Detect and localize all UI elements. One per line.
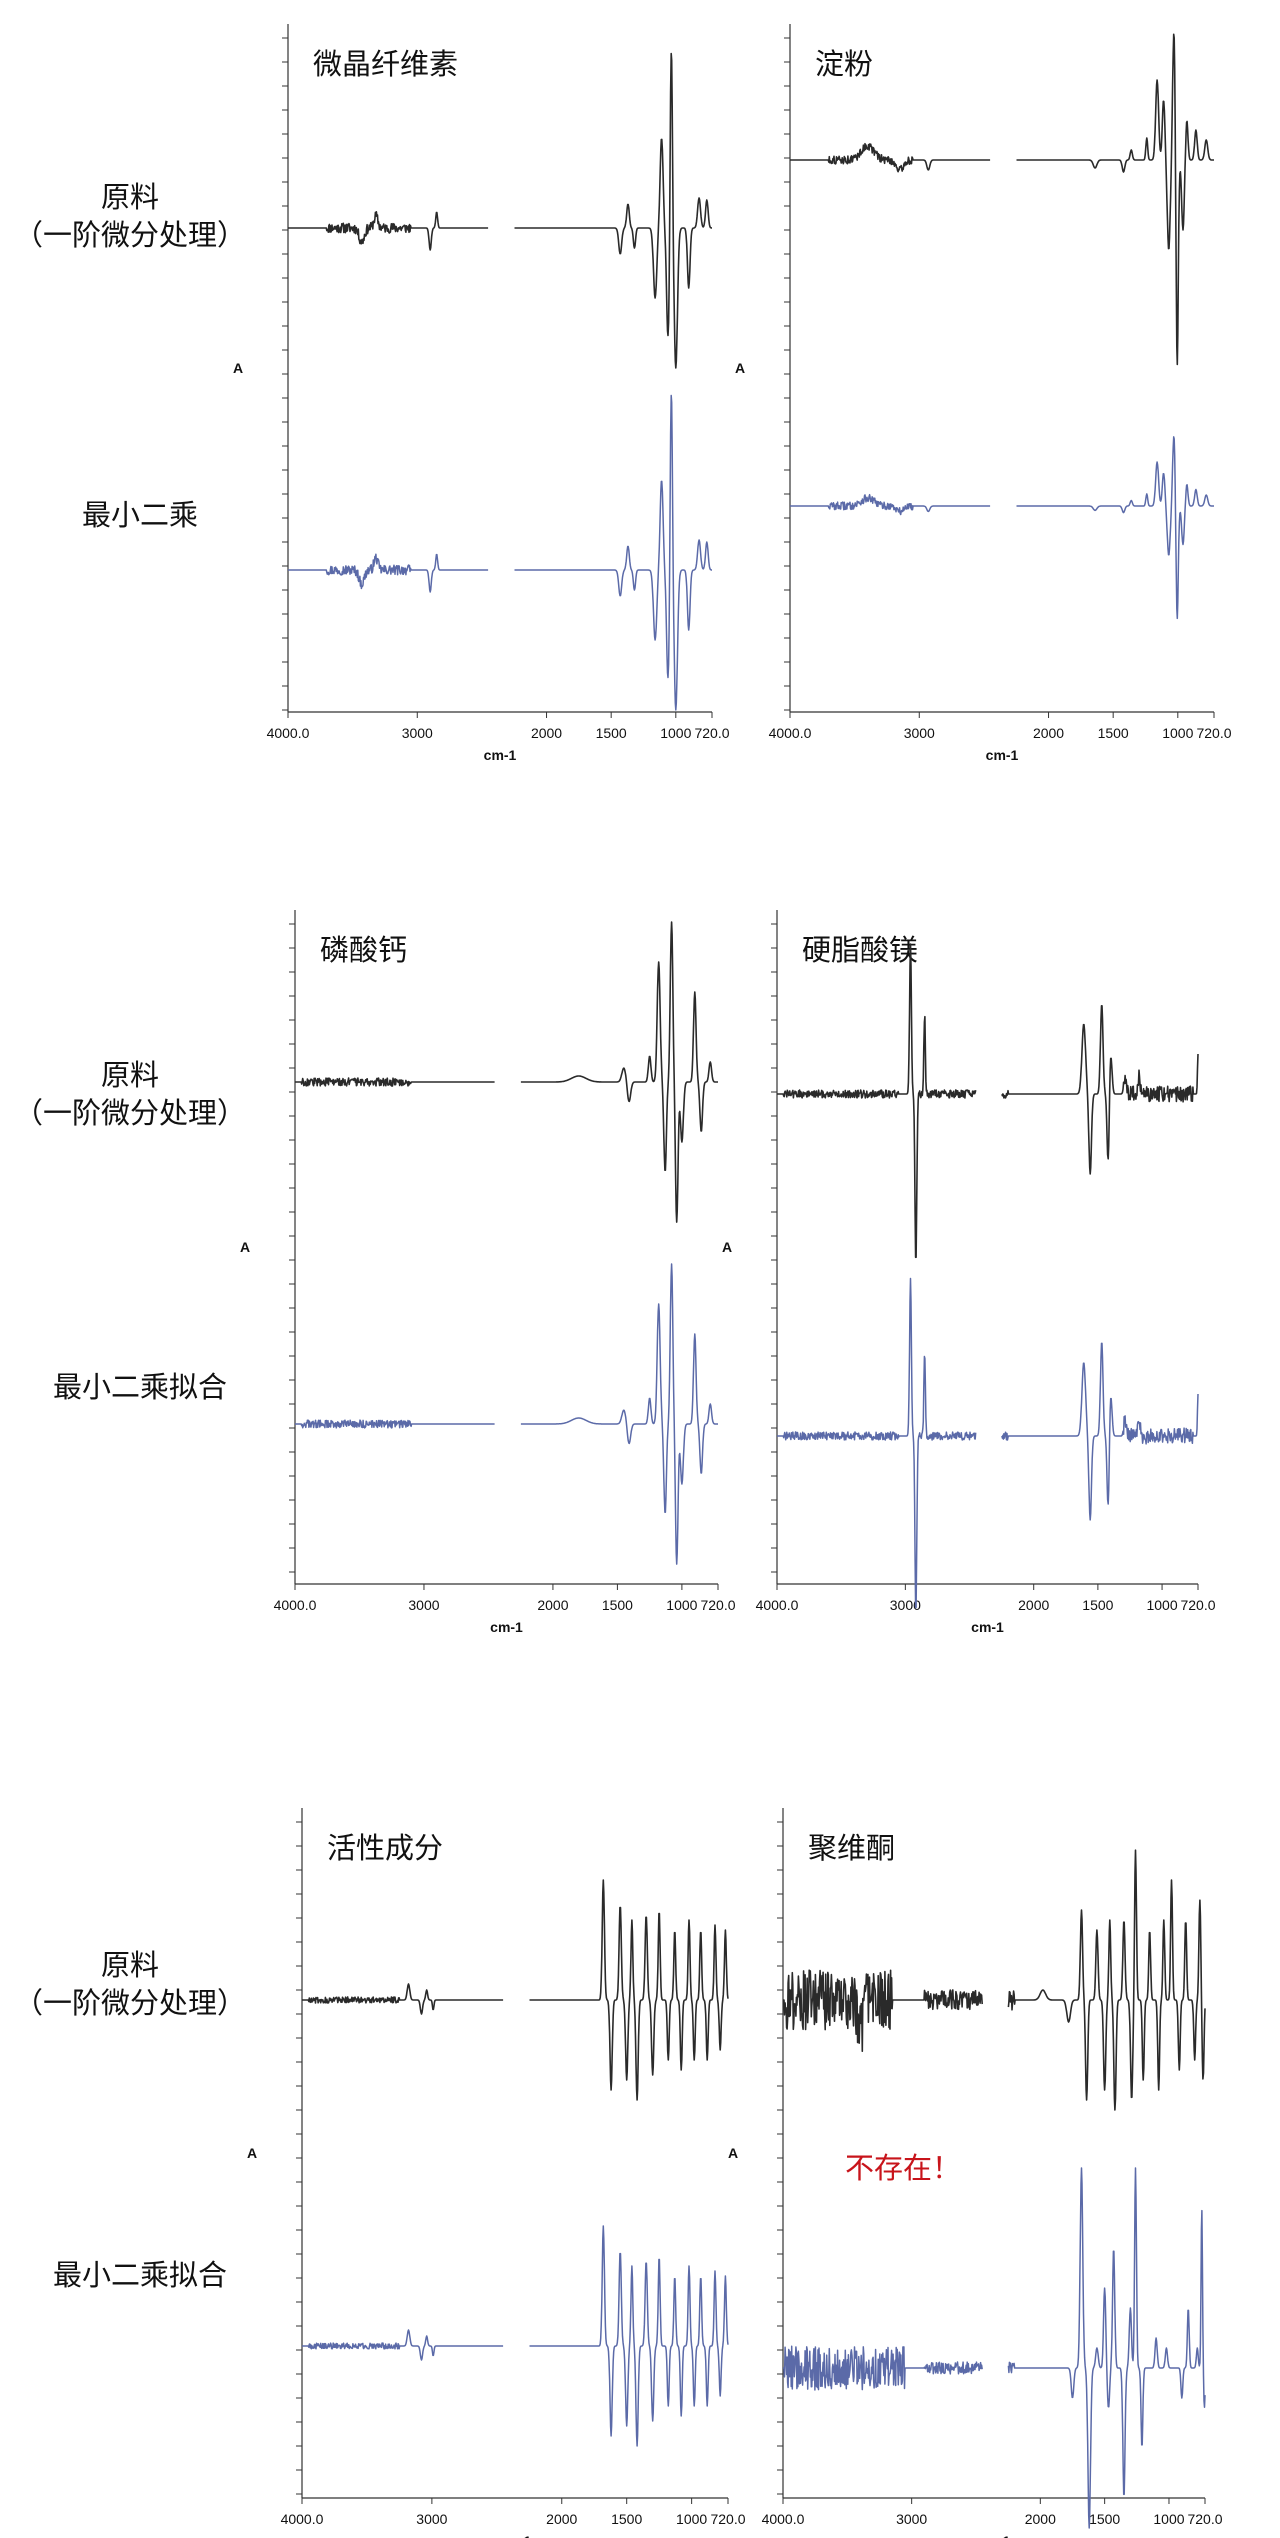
y-axis-label: A xyxy=(728,2145,738,2161)
x-tick-label: 1500 xyxy=(611,2511,642,2527)
not-present-annotation: 不存在！ xyxy=(845,2151,961,2185)
x-tick-label: 4000.0 xyxy=(267,725,310,741)
x-axis-label: cm-1 xyxy=(499,2533,532,2538)
panel-title: 硬脂酸镁 xyxy=(802,933,918,967)
x-tick-label: 3000 xyxy=(416,2511,447,2527)
x-axis-label: cm-1 xyxy=(986,747,1019,763)
panel-title: 聚维酮 xyxy=(808,1831,895,1865)
spectrum-panel-4: 4000.0 3000 2000 1500 1000 720.0 cm-1 A 硬脂酸镁 xyxy=(722,910,1216,1635)
x-tick-label: 1500 xyxy=(596,725,627,741)
row-label-3-raw-top: 原料 xyxy=(100,1948,159,1982)
x-tick-label: 3000 xyxy=(408,1597,439,1613)
x-tick-label: 720.0 xyxy=(694,725,729,741)
row-label-3-raw: 原料 （一阶微分处理） xyxy=(10,1946,250,2022)
fit-spectrum-line xyxy=(287,394,713,711)
raw-spectrum-line xyxy=(287,52,713,369)
row-label-2-raw: 原料 （一阶微分处理） xyxy=(10,1056,250,1132)
y-axis-label: A xyxy=(240,1239,250,1255)
spectrum-panel-2: 4000.0 3000 2000 1500 1000 720.0 cm-1 A 淀粉 xyxy=(735,24,1232,763)
x-tick-label: 3000 xyxy=(890,1597,921,1613)
x-tick-label: 1000 xyxy=(1162,725,1193,741)
x-tick-label: 1500 xyxy=(1098,725,1129,741)
x-tick-label: 3000 xyxy=(896,2511,927,2527)
fit-spectrum-line xyxy=(301,2225,729,2447)
x-axis-label: cm-1 xyxy=(490,1619,523,1635)
row-label-3-fit: 最小二乘拟合 xyxy=(52,2258,227,2292)
row-label-2-fit: 最小二乘拟合 xyxy=(52,1370,227,1404)
x-tick-label: 4000.0 xyxy=(281,2511,324,2527)
x-tick-label: 2000 xyxy=(531,725,562,741)
x-tick-label: 1000 xyxy=(676,2511,707,2527)
x-tick-label: 1000 xyxy=(1153,2511,1184,2527)
panel-title: 磷酸钙 xyxy=(320,933,407,967)
y-axis-label: A xyxy=(735,360,745,376)
spectrum-panel-3: 4000.0 3000 2000 1500 1000 720.0 cm-1 A 磷酸钙 xyxy=(240,910,736,1635)
panel-title: 淀粉 xyxy=(815,47,873,81)
y-axis-label: A xyxy=(722,1239,732,1255)
x-tick-label: 2000 xyxy=(546,2511,577,2527)
x-tick-label: 2000 xyxy=(1018,1597,1049,1613)
row-label-1-fit: 最小二乘 xyxy=(81,498,198,532)
row-label-3-raw-bottom: （一阶微分处理） xyxy=(13,1986,246,2020)
raw-spectrum-line xyxy=(776,943,1199,1259)
row-label-1-raw: 原料 （一阶微分处理） xyxy=(10,178,250,254)
x-tick-label: 1000 xyxy=(666,1597,697,1613)
x-tick-label: 2000 xyxy=(537,1597,568,1613)
x-tick-label: 1500 xyxy=(602,1597,633,1613)
fit-spectrum-line xyxy=(782,2167,1206,2529)
x-axis-label: cm-1 xyxy=(978,2533,1011,2538)
spectrum-panel-1: 4000.0 3000 2000 1500 1000 720.0 cm-1 A 微晶纤维素 xyxy=(233,24,730,763)
y-axis-label: A xyxy=(247,2145,257,2161)
x-axis-label: cm-1 xyxy=(484,747,517,763)
fit-spectrum-line xyxy=(294,1263,719,1565)
row-label-2-raw-top: 原料 xyxy=(100,1058,159,1092)
row-label-1-raw-bottom: （一阶微分处理） xyxy=(13,218,246,252)
x-tick-label: 1000 xyxy=(1146,1597,1177,1613)
x-tick-label: 720.0 xyxy=(1180,1597,1215,1613)
x-tick-label: 720.0 xyxy=(700,1597,735,1613)
raw-spectrum-line xyxy=(789,33,1215,366)
x-tick-label: 2000 xyxy=(1025,2511,1056,2527)
x-tick-label: 4000.0 xyxy=(769,725,812,741)
x-tick-label: 1500 xyxy=(1089,2511,1120,2527)
x-tick-label: 1500 xyxy=(1082,1597,1113,1613)
row-label-1-raw-top: 原料 xyxy=(100,180,159,214)
x-tick-label: 3000 xyxy=(402,725,433,741)
x-axis-label: cm-1 xyxy=(971,1619,1004,1635)
panel-title: 微晶纤维素 xyxy=(313,47,458,81)
x-tick-label: 3000 xyxy=(904,725,935,741)
panel-title: 活性成分 xyxy=(327,1831,443,1865)
x-tick-label: 720.0 xyxy=(710,2511,745,2527)
raw-spectrum-line xyxy=(782,1849,1206,2111)
row-label-2-raw-bottom: （一阶微分处理） xyxy=(13,1096,246,1130)
fit-spectrum-line xyxy=(776,1277,1199,1609)
x-tick-label: 1000 xyxy=(660,725,691,741)
fit-spectrum-line xyxy=(789,436,1215,620)
x-tick-label: 4000.0 xyxy=(762,2511,805,2527)
x-tick-label: 720.0 xyxy=(1196,725,1231,741)
raw-spectrum-line xyxy=(301,1879,729,2101)
x-tick-label: 2000 xyxy=(1033,725,1064,741)
y-axis-label: A xyxy=(233,360,243,376)
x-tick-label: 4000.0 xyxy=(274,1597,317,1613)
x-tick-label: 720.0 xyxy=(1187,2511,1222,2527)
x-tick-label: 4000.0 xyxy=(756,1597,799,1613)
raw-spectrum-line xyxy=(294,921,719,1223)
